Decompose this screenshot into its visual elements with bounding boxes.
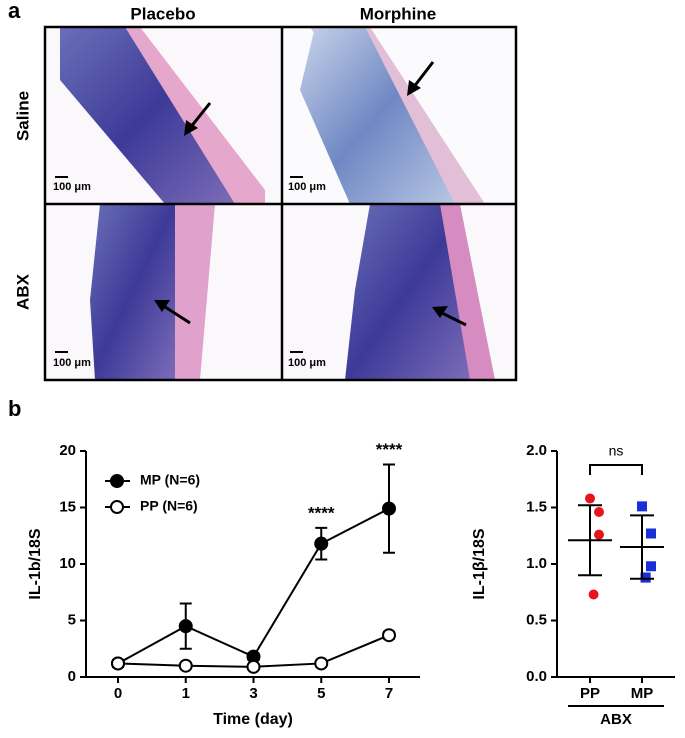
scale-label: 100 μm: [288, 181, 326, 193]
y-tick-label: 1.5: [526, 498, 547, 515]
marker: [111, 656, 125, 671]
row-header: Saline: [13, 91, 32, 141]
dot: [637, 501, 647, 512]
bracket: [589, 464, 643, 475]
dot: [594, 529, 604, 540]
marker: [246, 659, 261, 674]
micrograph: [282, 27, 516, 204]
y-tick-label: 0.0: [526, 668, 547, 685]
scale-label: 100 μm: [288, 357, 326, 369]
marker: [382, 628, 396, 643]
series-line: [117, 507, 390, 665]
sd-bar: [630, 514, 654, 580]
marker: [314, 536, 329, 551]
micrograph: [45, 204, 282, 380]
row-header: ABX: [13, 273, 32, 310]
y-tick-label: 1.0: [526, 555, 547, 572]
column-header: Placebo: [130, 4, 195, 23]
x-tick-label: MP: [631, 685, 654, 702]
legend-label: MP (N=6): [140, 472, 200, 488]
group-label: ABX: [600, 711, 632, 728]
x-axis-label: Time (day): [213, 711, 293, 728]
significance: ****: [308, 503, 335, 522]
marker: [382, 501, 396, 516]
y-tick-label: 5: [68, 611, 76, 628]
y-tick-label: 0: [68, 668, 76, 685]
significance: ns: [609, 443, 624, 459]
y-tick-label: 2.0: [526, 442, 547, 459]
scale-label: 100 μm: [53, 357, 91, 369]
x-tick-label: 3: [249, 685, 257, 702]
y-axis-label: IL-1β/18S: [471, 528, 488, 599]
panel-label: b: [8, 396, 21, 421]
dot: [640, 572, 651, 583]
dot: [646, 528, 656, 539]
legend-label: PP (N=6): [140, 498, 198, 514]
y-tick-label: 0.5: [526, 611, 547, 628]
panel-label: a: [8, 0, 21, 23]
panel-grid: [43, 25, 518, 382]
dot: [585, 493, 595, 504]
legend-marker: [110, 474, 124, 488]
micrograph: [282, 204, 516, 380]
x-tick-label: PP: [580, 685, 600, 702]
y-tick-label: 20: [59, 442, 76, 459]
x-tick-label: 1: [182, 685, 190, 702]
scale-label: 100 μm: [53, 181, 91, 193]
dot: [588, 589, 599, 600]
marker: [178, 658, 193, 673]
y-axis-label: IL-1b/18S: [27, 528, 44, 599]
sd-bar: [578, 504, 602, 577]
significance: ****: [376, 440, 403, 459]
y-tick-label: 10: [59, 555, 76, 572]
legend-marker: [110, 500, 124, 514]
x-tick-label: 7: [385, 685, 393, 702]
x-tick-label: 0: [114, 685, 122, 702]
marker: [178, 619, 193, 634]
column-header: Morphine: [360, 4, 437, 23]
dot: [646, 561, 656, 572]
dot: [594, 507, 604, 518]
scale-bar: [55, 176, 303, 353]
y-tick-label: 15: [59, 498, 76, 515]
x-tick-label: 5: [317, 685, 325, 702]
arrow: [154, 61, 467, 327]
marker: [314, 656, 329, 671]
micrograph: [45, 27, 282, 204]
